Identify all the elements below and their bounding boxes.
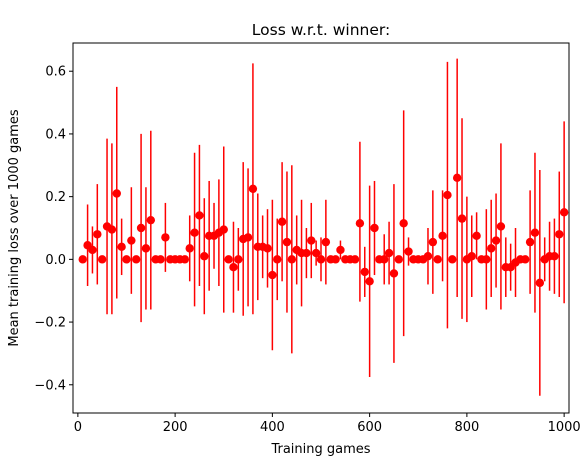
data-point <box>399 219 408 228</box>
data-point <box>550 252 559 261</box>
data-point <box>428 237 438 247</box>
data-point <box>535 278 545 288</box>
data-point <box>195 211 204 220</box>
data-point <box>521 255 530 264</box>
data-point <box>559 208 569 217</box>
data-point <box>136 223 146 233</box>
data-point <box>491 236 501 245</box>
plot-area <box>78 58 569 396</box>
data-point <box>316 255 326 264</box>
data-point <box>404 247 413 256</box>
data-point <box>112 189 121 198</box>
data-point <box>452 173 462 183</box>
data-point <box>229 262 238 272</box>
data-point <box>486 244 496 253</box>
data-point <box>219 225 228 234</box>
data-point <box>438 231 447 241</box>
data-point <box>448 255 457 264</box>
x-tick-label: 200 <box>163 420 188 435</box>
data-point <box>263 244 272 253</box>
data-point <box>97 255 107 264</box>
data-point <box>467 252 476 261</box>
data-point <box>394 255 404 264</box>
data-point <box>496 222 506 231</box>
error-bars <box>86 58 565 396</box>
y-tick-label: −0.4 <box>34 378 66 393</box>
data-point <box>141 244 151 253</box>
data-point <box>555 230 564 239</box>
x-tick-label: 800 <box>454 420 479 435</box>
x-axis-ticks: 0 200 400 600 800 1000 <box>74 413 581 435</box>
data-point <box>336 245 345 255</box>
data-point <box>190 228 199 237</box>
data-point <box>282 237 292 247</box>
y-tick-label: 0.6 <box>45 65 66 80</box>
data-point <box>234 255 243 264</box>
data-point <box>321 237 331 247</box>
data-point <box>107 225 117 234</box>
data-point <box>93 230 102 239</box>
data-point <box>146 215 156 225</box>
x-tick-label: 400 <box>260 420 285 435</box>
data-point <box>384 248 394 258</box>
data-point <box>224 255 233 264</box>
y-axis-label: Mean training loss over 1000 games <box>7 109 22 347</box>
data-point <box>389 269 399 278</box>
data-point <box>380 255 389 264</box>
x-tick-label: 0 <box>74 420 82 435</box>
data-point <box>433 255 442 264</box>
y-axis-ticks: −0.4 −0.2 0.0 0.2 0.4 0.6 <box>34 65 73 393</box>
data-point <box>185 244 194 253</box>
data-point <box>360 267 369 277</box>
data-point <box>287 255 297 264</box>
data-point <box>156 255 165 264</box>
data-point <box>370 223 379 233</box>
data-point <box>161 233 170 242</box>
y-tick-label: 0.0 <box>45 253 66 268</box>
data-point <box>273 255 282 264</box>
data-point <box>525 237 535 247</box>
data-point <box>88 245 97 255</box>
x-axis-label: Training games <box>270 442 370 457</box>
data-point <box>277 217 287 226</box>
data-point <box>311 248 321 258</box>
data-point <box>122 255 131 264</box>
y-tick-label: 0.4 <box>45 127 66 142</box>
y-tick-label: −0.2 <box>34 316 66 331</box>
data-markers <box>78 173 569 288</box>
data-point <box>365 277 374 286</box>
data-point <box>127 236 136 245</box>
chart-title: Loss w.r.t. winner: <box>252 21 390 39</box>
data-point <box>180 255 190 264</box>
data-point <box>307 236 316 245</box>
data-point <box>200 252 209 261</box>
data-point <box>530 228 540 237</box>
data-point <box>443 190 452 200</box>
x-tick-label: 1000 <box>548 420 581 435</box>
data-point <box>457 214 467 223</box>
x-tick-label: 600 <box>357 420 382 435</box>
data-point <box>331 255 340 264</box>
data-point <box>243 233 253 242</box>
data-point <box>268 270 277 280</box>
data-point <box>248 184 258 194</box>
data-point <box>472 231 481 241</box>
data-point <box>78 255 87 264</box>
data-point <box>482 255 491 264</box>
y-tick-label: 0.2 <box>45 190 66 205</box>
data-point <box>350 255 360 264</box>
data-point <box>302 248 311 258</box>
data-point <box>117 242 126 252</box>
data-point <box>355 219 365 228</box>
data-point <box>423 252 433 261</box>
data-point <box>132 255 141 264</box>
axes-frame <box>72 42 570 414</box>
